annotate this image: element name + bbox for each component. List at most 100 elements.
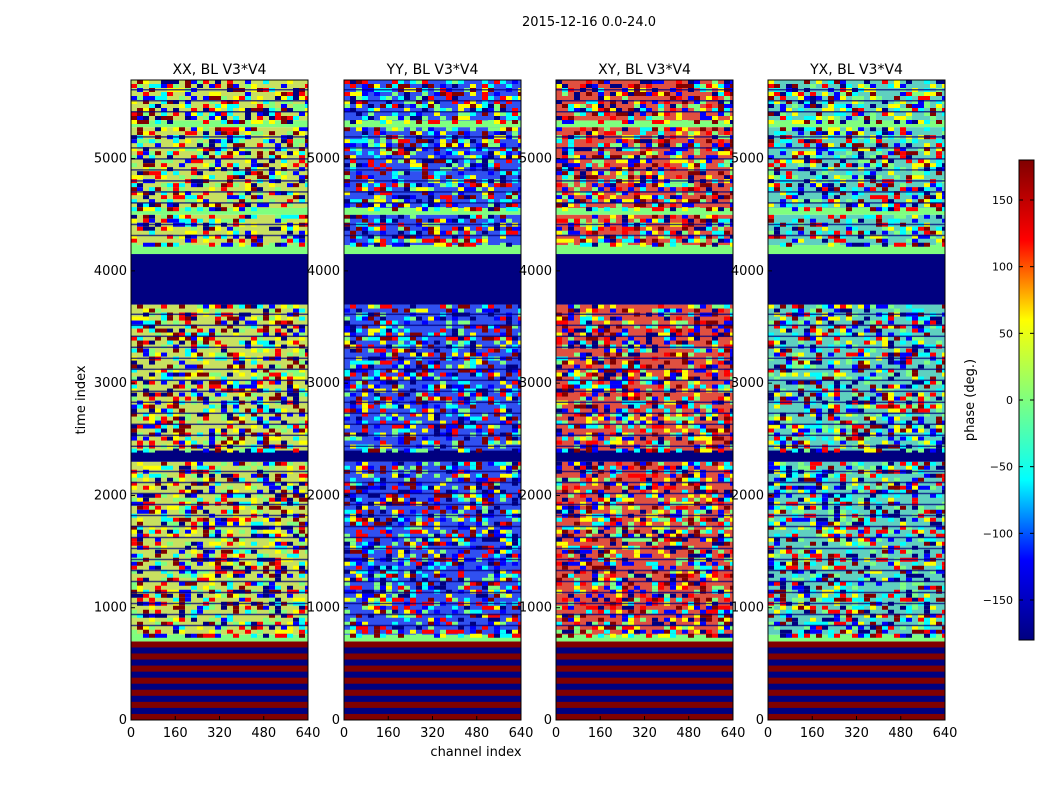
heatmap-cell bbox=[281, 84, 287, 88]
heatmap-row-gap bbox=[344, 602, 521, 605]
heatmap-cell bbox=[215, 372, 221, 377]
heatmap-cell bbox=[518, 96, 521, 100]
heatmap-cell bbox=[428, 230, 434, 235]
heatmap-cell bbox=[275, 477, 281, 482]
heatmap-cell bbox=[580, 561, 586, 566]
x-tick-label: 480 bbox=[251, 726, 276, 741]
heatmap-cell bbox=[458, 104, 464, 108]
heatmap-cell bbox=[422, 372, 428, 377]
heatmap-cell bbox=[299, 199, 305, 204]
heatmap-cell bbox=[712, 308, 718, 313]
heatmap-cell bbox=[410, 593, 416, 598]
heatmap-cell bbox=[149, 187, 155, 192]
heatmap-cell bbox=[233, 461, 239, 466]
heatmap-cell bbox=[281, 238, 287, 243]
heatmap-cell bbox=[305, 159, 308, 164]
heatmap-cell bbox=[440, 332, 446, 337]
heatmap-cell bbox=[604, 565, 610, 570]
heatmap-cell bbox=[452, 80, 458, 84]
heatmap-cell bbox=[464, 320, 470, 325]
heatmap-cell bbox=[245, 304, 251, 309]
heatmap-cell bbox=[185, 336, 191, 341]
heatmap-cell bbox=[512, 80, 518, 84]
heatmap-cell bbox=[227, 218, 233, 223]
heatmap-cell bbox=[269, 625, 275, 630]
heatmap-cell bbox=[518, 477, 521, 482]
heatmap-cell bbox=[185, 573, 191, 578]
heatmap-cell bbox=[137, 96, 143, 100]
heatmap-cell bbox=[173, 521, 179, 526]
heatmap-cell bbox=[494, 436, 500, 441]
heatmap-stripe bbox=[344, 653, 521, 661]
heatmap-cell bbox=[380, 214, 386, 219]
heatmap-cell bbox=[562, 561, 568, 566]
heatmap-cell bbox=[299, 104, 305, 108]
heatmap-cell bbox=[694, 605, 700, 610]
heatmap-cell bbox=[500, 461, 506, 466]
heatmap-cell bbox=[191, 127, 197, 132]
heatmap-row-gap bbox=[556, 591, 733, 594]
heatmap-cell bbox=[398, 234, 404, 239]
heatmap-cell bbox=[380, 581, 386, 586]
heatmap-cell bbox=[137, 505, 143, 510]
heatmap-cell bbox=[470, 214, 476, 219]
heatmap-cell bbox=[392, 376, 398, 381]
heatmap-cell bbox=[610, 465, 616, 470]
heatmap-cell bbox=[586, 605, 592, 610]
heatmap-cell bbox=[299, 151, 305, 156]
heatmap-cell bbox=[640, 477, 646, 482]
heatmap-cell bbox=[344, 171, 350, 176]
heatmap-cell bbox=[458, 151, 464, 156]
heatmap-cell bbox=[269, 541, 275, 546]
heatmap-cell bbox=[143, 505, 149, 510]
heatmap-cell bbox=[446, 108, 452, 112]
heatmap-cell bbox=[362, 80, 368, 84]
heatmap-cell bbox=[586, 505, 592, 510]
heatmap-cell bbox=[173, 218, 179, 223]
heatmap-cell bbox=[718, 549, 724, 554]
heatmap-cell bbox=[574, 537, 580, 542]
heatmap-cell bbox=[209, 139, 215, 144]
heatmap-cell bbox=[257, 364, 263, 369]
heatmap-cell bbox=[362, 183, 368, 188]
heatmap-cell bbox=[356, 242, 362, 247]
heatmap-cell bbox=[428, 155, 434, 160]
heatmap-cell bbox=[191, 203, 197, 208]
heatmap-cell bbox=[482, 360, 488, 365]
heatmap-cell bbox=[452, 151, 458, 156]
heatmap-cell bbox=[221, 440, 227, 445]
heatmap-cell bbox=[598, 605, 604, 610]
heatmap-cell bbox=[628, 633, 634, 638]
heatmap-cell bbox=[269, 416, 275, 421]
heatmap-cell bbox=[398, 199, 404, 204]
heatmap-cell bbox=[386, 533, 392, 538]
heatmap-cell bbox=[452, 509, 458, 514]
heatmap-cell bbox=[275, 585, 281, 590]
heatmap-cell bbox=[506, 553, 512, 558]
heatmap-cell bbox=[257, 473, 263, 478]
heatmap-cell bbox=[718, 509, 724, 514]
heatmap-cell bbox=[392, 348, 398, 353]
heatmap-cell bbox=[191, 481, 197, 486]
heatmap-cell bbox=[203, 304, 209, 309]
heatmap-cell bbox=[440, 549, 446, 554]
heatmap-cell bbox=[161, 175, 167, 180]
heatmap-cell bbox=[646, 521, 652, 526]
heatmap-cell bbox=[161, 376, 167, 381]
heatmap-cell bbox=[287, 465, 293, 470]
heatmap-cell bbox=[344, 412, 350, 417]
heatmap-cell bbox=[556, 505, 562, 510]
heatmap-cell bbox=[518, 577, 521, 582]
heatmap-cell bbox=[137, 127, 143, 132]
heatmap-cell bbox=[446, 493, 452, 498]
heatmap-cell bbox=[131, 316, 137, 321]
heatmap-cell bbox=[179, 605, 185, 610]
heatmap-cell bbox=[245, 324, 251, 329]
heatmap-row-gap bbox=[556, 514, 733, 517]
heatmap-cell bbox=[488, 218, 494, 223]
heatmap-cell bbox=[179, 505, 185, 510]
heatmap-cell bbox=[203, 372, 209, 377]
heatmap-cell bbox=[269, 308, 275, 313]
heatmap-cell bbox=[640, 617, 646, 622]
heatmap-row-gap bbox=[344, 445, 521, 448]
